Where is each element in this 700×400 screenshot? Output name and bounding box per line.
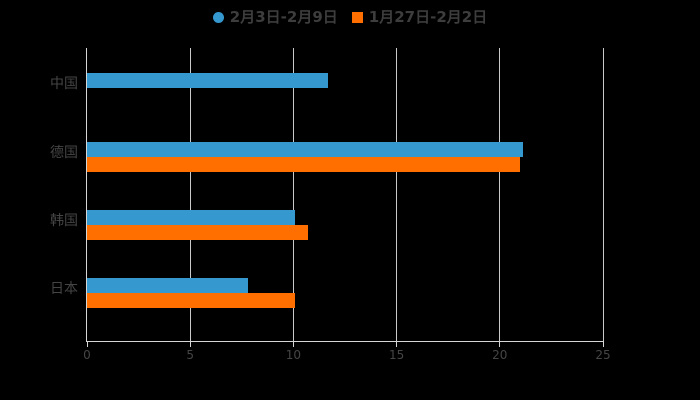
x-tick-label: 5 — [186, 348, 195, 362]
bar-日本-series1 — [87, 278, 248, 294]
bar-韩国-series1 — [87, 209, 296, 225]
gridline — [396, 48, 398, 341]
legend-marker-circle-icon — [212, 11, 224, 23]
bar-韩国-series2 — [87, 224, 308, 240]
y-category-label: 中国 — [50, 76, 78, 93]
x-tick-label: 0 — [83, 348, 91, 362]
x-axis-tick — [292, 341, 294, 347]
gridline — [499, 48, 501, 341]
x-axis-tick — [189, 341, 191, 347]
x-tick-label: 25 — [595, 348, 611, 362]
legend-item-week2: 2月3日-2月9日 — [212, 7, 338, 26]
legend-item-week1: 1月27日-2月2日 — [351, 7, 488, 26]
bar-中国-series1 — [87, 73, 329, 89]
bar-日本-series2 — [87, 293, 296, 309]
x-tick-label: 20 — [492, 348, 508, 362]
y-category-label: 日本 — [50, 281, 78, 298]
x-axis-tick — [499, 341, 501, 347]
gridline — [292, 48, 294, 341]
gridline — [602, 48, 604, 341]
x-axis-tick — [86, 341, 88, 347]
x-tick-label: 15 — [388, 348, 405, 362]
bar-德国-series1 — [87, 141, 523, 157]
y-category-label: 德国 — [50, 144, 78, 161]
plot-area: 0 5 10 15 20 25 中国德国韩国日本 — [50, 48, 611, 361]
legend-label: 1月27日-2月2日 — [368, 7, 488, 26]
y-category-label: 韩国 — [50, 212, 78, 229]
legend: 2月3日-2月9日 1月27日-2月2日 — [0, 6, 700, 28]
x-tick-label: 10 — [285, 348, 302, 362]
legend-label: 2月3日-2月9日 — [229, 7, 338, 26]
legend-marker-square-icon — [351, 11, 363, 23]
bar-德国-series2 — [87, 156, 521, 172]
x-axis-tick — [602, 341, 604, 347]
gridline — [189, 48, 191, 341]
x-axis-tick — [396, 341, 398, 347]
